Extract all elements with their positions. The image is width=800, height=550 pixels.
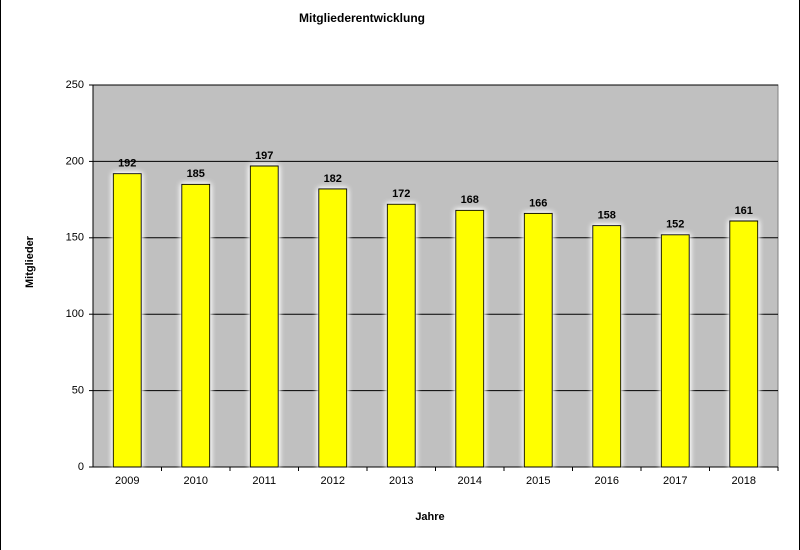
bar <box>523 212 553 468</box>
y-tick-label: 150 <box>66 232 84 244</box>
x-tick-label: 2017 <box>663 475 687 487</box>
y-axis-label: Mitglieder <box>24 235 36 288</box>
data-label: 152 <box>666 219 684 231</box>
data-label: 185 <box>187 168 205 180</box>
data-label: 197 <box>255 150 273 162</box>
x-tick-label: 2015 <box>526 475 550 487</box>
data-label: 182 <box>324 173 342 185</box>
y-tick-label: 50 <box>72 385 84 397</box>
y-tick-label: 200 <box>66 155 84 167</box>
x-tick-label: 2009 <box>115 475 139 487</box>
bar <box>318 188 348 468</box>
bar <box>386 203 416 468</box>
x-tick-label: 2011 <box>252 475 276 487</box>
data-label: 161 <box>735 205 753 217</box>
bar <box>455 209 485 468</box>
x-tick-label: 2016 <box>595 475 619 487</box>
data-label: 192 <box>118 158 136 170</box>
x-axis-label: Jahre <box>415 511 444 523</box>
bar <box>249 165 279 468</box>
data-label: 166 <box>529 197 547 209</box>
bar <box>112 173 142 468</box>
y-tick-label: 0 <box>78 461 84 473</box>
y-tick-label: 100 <box>66 308 84 320</box>
x-tick-label: 2013 <box>389 475 413 487</box>
data-label: 172 <box>392 188 410 200</box>
y-tick-label: 250 <box>66 79 84 91</box>
bar <box>592 225 622 468</box>
data-label: 158 <box>598 209 616 221</box>
x-tick-label: 2012 <box>321 475 345 487</box>
x-tick-label: 2018 <box>732 475 756 487</box>
x-tick-label: 2014 <box>458 475 482 487</box>
x-tick-label: 2010 <box>184 475 208 487</box>
data-label: 168 <box>461 194 479 206</box>
bar <box>181 183 211 468</box>
bar <box>660 234 690 468</box>
bar <box>729 220 759 468</box>
chart-title: Mitgliederentwicklung <box>299 11 425 25</box>
